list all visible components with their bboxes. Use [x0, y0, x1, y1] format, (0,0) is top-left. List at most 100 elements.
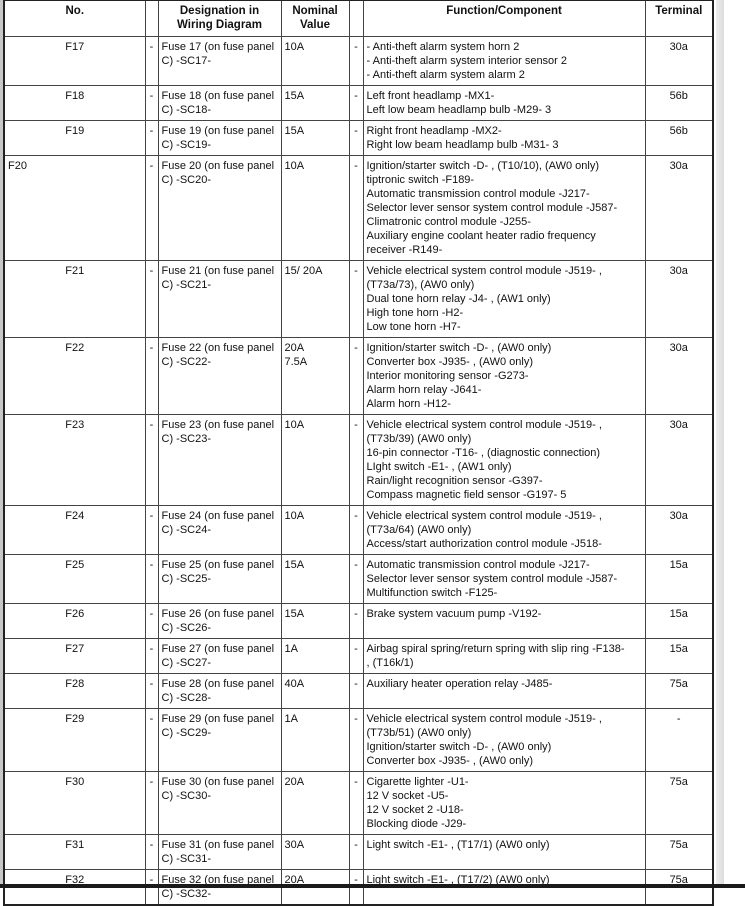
- function-line: Vehicle electrical system control module…: [366, 419, 602, 431]
- header-blank-2: [348, 0, 364, 37]
- terminal: 56b: [644, 85, 714, 121]
- function-component: Vehicle electrical system control module…: [362, 505, 646, 555]
- function-component: Vehicle electrical system control module…: [362, 708, 646, 772]
- function-line: (T73b/51) (AW0 only): [366, 727, 472, 739]
- designation: Fuse 21 (on fuse panel C) -SC21-: [157, 260, 282, 338]
- terminal: 30a: [644, 505, 714, 555]
- table-row: F18- Fuse 18 (on fuse panel C) -SC18- 15A -…: [3, 85, 714, 121]
- table-row: F29- Fuse 29 (on fuse panel C) -SC29- 1A - V…: [3, 708, 714, 772]
- terminal: 30a: [644, 337, 714, 415]
- function-line: Airbag spiral spring/return spring with …: [366, 643, 625, 655]
- function-line: Right front headlamp -MX2-: [366, 125, 502, 137]
- header-function: Function/Component: [362, 0, 646, 37]
- function-line: (T73a/73), (AW0 only): [366, 279, 475, 291]
- nominal-line: 20A: [284, 874, 305, 886]
- function-line: Blocking diode -J29-: [366, 818, 467, 830]
- function-line: 16-pin connector -T16- , (diagnostic con…: [366, 447, 601, 459]
- function-line: , (T16k/1): [366, 657, 414, 669]
- table-row: F17- Fuse 17 (on fuse panel C) -SC17- 10A -…: [3, 36, 714, 86]
- nominal-line: 15A: [284, 125, 305, 137]
- table-row: F27- Fuse 27 (on fuse panel C) -SC27- 1A - A…: [3, 638, 714, 674]
- function-line: - Anti-theft alarm system alarm 2: [366, 69, 525, 81]
- function-line: Compass magnetic field sensor -G197- 5: [366, 489, 567, 501]
- designation: Fuse 27 (on fuse panel C) -SC27-: [157, 638, 282, 674]
- dash-marker: -: [144, 260, 159, 338]
- nominal-line: 1A: [284, 713, 298, 725]
- function-line: Auxiliary heater operation relay -J485-: [366, 678, 553, 690]
- nominal-value: 15A: [280, 603, 350, 639]
- function-line: Auxiliary engine coolant heater radio fr…: [366, 230, 596, 242]
- function-component: Auxiliary heater operation relay -J485-: [362, 673, 646, 709]
- designation: Fuse 30 (on fuse panel C) -SC30-: [157, 771, 282, 835]
- bottom-bar: [0, 884, 745, 888]
- function-line: Access/start authorization control modul…: [366, 538, 602, 550]
- function-component: Automatic transmission control module -J…: [362, 554, 646, 604]
- designation: Fuse 31 (on fuse panel C) -SC31-: [157, 834, 282, 870]
- nominal-line: 10A: [284, 160, 305, 172]
- dash-marker: -: [348, 834, 364, 870]
- function-line: Converter box -J935- , (AW0 only): [366, 755, 533, 767]
- nominal-line: 15A: [284, 90, 305, 102]
- function-line: Alarm horn relay -J641-: [366, 384, 482, 396]
- function-line: Interior monitoring sensor -G273-: [366, 370, 529, 382]
- nominal-value: 30A: [280, 834, 350, 870]
- dash-marker: -: [348, 85, 364, 121]
- function-line: Vehicle electrical system control module…: [366, 510, 602, 522]
- dash-marker: -: [144, 708, 159, 772]
- terminal: 30a: [644, 155, 714, 261]
- nominal-value: 15A: [280, 120, 350, 156]
- designation: Fuse 26 (on fuse panel C) -SC26-: [157, 603, 282, 639]
- terminal: 30a: [644, 260, 714, 338]
- designation: Fuse 17 (on fuse panel C) -SC17-: [157, 36, 282, 86]
- fuse-number: F19: [3, 120, 146, 156]
- nominal-value: 10A: [280, 414, 350, 506]
- table-row: F20- Fuse 20 (on fuse panel C) -SC20- 10A -…: [3, 155, 714, 261]
- function-line: LIght switch -E1- , (AW1 only): [366, 461, 512, 473]
- function-line: Light switch -E1- , (T17/2) (AW0 only): [366, 874, 550, 886]
- function-line: Multifunction switch -F125-: [366, 587, 498, 599]
- fuse-number: F24: [3, 505, 146, 555]
- nominal-value: 15/ 20A: [280, 260, 350, 338]
- nominal-line: 40A: [284, 678, 305, 690]
- nominal-line: 15A: [284, 608, 305, 620]
- terminal: 15a: [644, 554, 714, 604]
- fuse-number: F25: [3, 554, 146, 604]
- nominal-line: 30A: [284, 839, 305, 851]
- function-line: tiptronic switch -F189-: [366, 174, 475, 186]
- dash-marker: -: [348, 673, 364, 709]
- fuse-number: F22: [3, 337, 146, 415]
- function-line: Converter box -J935- , (AW0 only): [366, 356, 533, 368]
- fuse-number: F23: [3, 414, 146, 506]
- function-line: Left low beam headlamp bulb -M29- 3: [366, 104, 552, 116]
- nominal-line: 1A: [284, 643, 298, 655]
- function-line: 12 V socket 2 -U18-: [366, 804, 464, 816]
- nominal-value: 20A 7.5A: [280, 337, 350, 415]
- function-line: Rain/light recognition sensor -G397-: [366, 475, 543, 487]
- nominal-line: 10A: [284, 41, 305, 53]
- nominal-value: 40A: [280, 673, 350, 709]
- fuse-number: F31: [3, 834, 146, 870]
- terminal: -: [644, 708, 714, 772]
- function-component: Left front headlamp -MX1- Left low beam h…: [362, 85, 646, 121]
- function-line: Alarm horn -H12-: [366, 398, 451, 410]
- dash-marker: -: [348, 120, 364, 156]
- function-component: - Anti-theft alarm system horn 2 - Anti-t…: [362, 36, 646, 86]
- function-line: Cigarette lighter -U1-: [366, 776, 469, 788]
- terminal: 30a: [644, 36, 714, 86]
- fuse-number: F27: [3, 638, 146, 674]
- designation: Fuse 29 (on fuse panel C) -SC29-: [157, 708, 282, 772]
- designation: Fuse 18 (on fuse panel C) -SC18-: [157, 85, 282, 121]
- function-line: (T73a/64) (AW0 only): [366, 524, 472, 536]
- table-row: F22- Fuse 22 (on fuse panel C) -SC22- 20A 7…: [3, 337, 714, 415]
- header-no: No.: [3, 0, 146, 37]
- designation: Fuse 24 (on fuse panel C) -SC24-: [157, 505, 282, 555]
- dash-marker: -: [144, 771, 159, 835]
- designation: Fuse 25 (on fuse panel C) -SC25-: [157, 554, 282, 604]
- table-row: F31- Fuse 31 (on fuse panel C) -SC31- 30A -…: [3, 834, 714, 870]
- function-line: Right low beam headlamp bulb -M31- 3: [366, 139, 559, 151]
- nominal-value: 10A: [280, 505, 350, 555]
- function-component: Ignition/starter switch -D- , (T10/10), …: [362, 155, 646, 261]
- dash-marker: -: [144, 603, 159, 639]
- nominal-line: 15/ 20A: [284, 265, 323, 277]
- terminal: 15a: [644, 603, 714, 639]
